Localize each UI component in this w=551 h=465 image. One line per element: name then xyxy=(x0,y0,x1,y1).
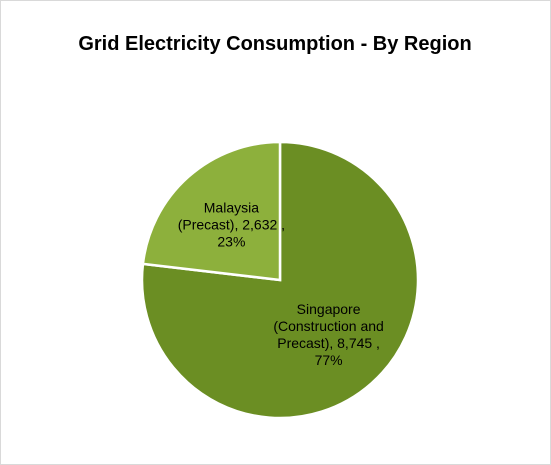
data-label: Singapore (Construction and Precast), 8,… xyxy=(273,300,384,368)
chart-title: Grid Electricity Consumption - By Region xyxy=(78,33,472,55)
data-label: Malaysia (Precast), 2,632 , 23% xyxy=(177,199,286,250)
pie-slice xyxy=(140,140,420,420)
pie-slice xyxy=(141,140,282,282)
